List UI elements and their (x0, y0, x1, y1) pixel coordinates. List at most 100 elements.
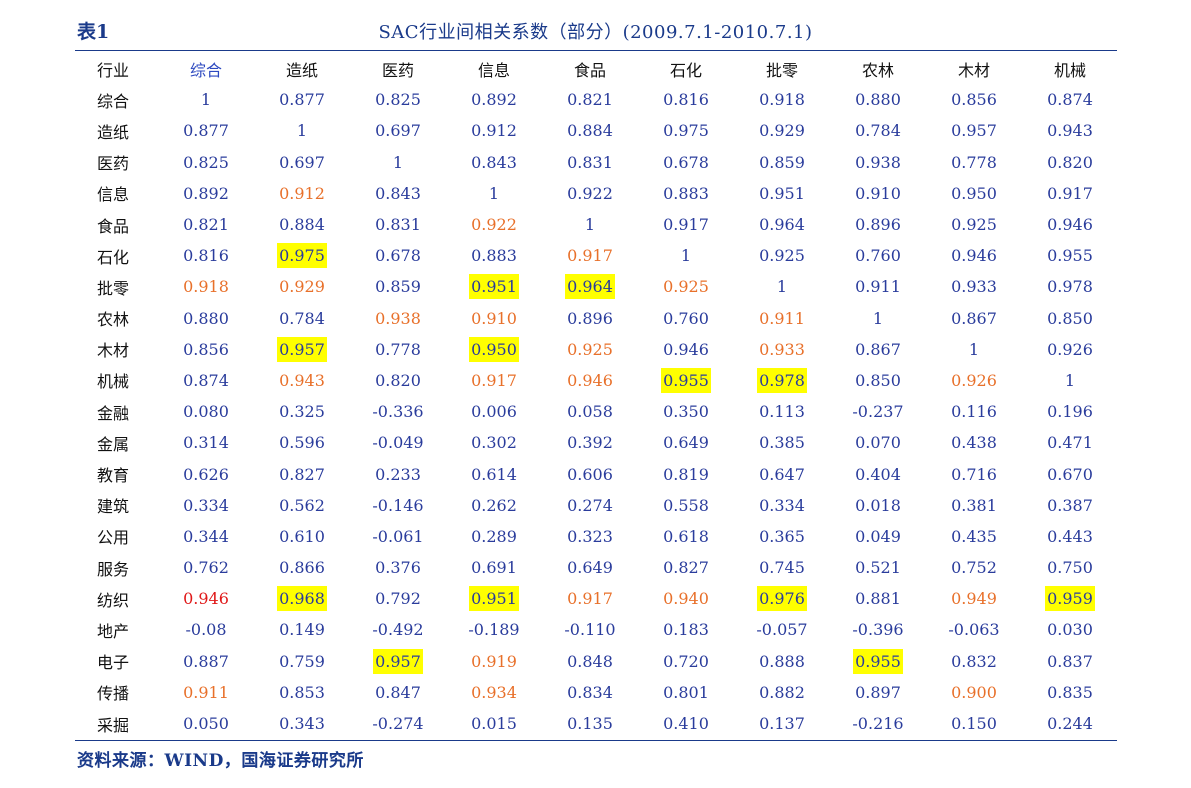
table-cell: 0.856 (158, 334, 254, 365)
cell-value: 0.262 (471, 495, 517, 515)
cell-value: 0.950 (469, 336, 519, 362)
cell-value: 0.911 (855, 277, 901, 297)
cell-value: 0.392 (567, 433, 613, 453)
cell-value: 0.759 (279, 651, 325, 671)
cell-value: 0.670 (1047, 464, 1093, 484)
cell-value: 0.975 (663, 121, 709, 141)
table-cell: 0.943 (1022, 115, 1118, 146)
cell-value: 0.892 (183, 183, 229, 203)
table-cell: 0.233 (350, 458, 446, 489)
table-cell: 0.951 (446, 583, 542, 614)
cell-value: 0.959 (1045, 586, 1095, 612)
row-label: 农林 (96, 310, 129, 330)
table-cell: 0.820 (1022, 147, 1118, 178)
cell-value: 0.762 (183, 558, 229, 578)
table-cell: 0.929 (734, 115, 830, 146)
cell-value: 0.922 (471, 215, 517, 235)
cell-value: 0.955 (1047, 246, 1093, 266)
cell-value: 0.832 (951, 651, 997, 671)
table-cell: 0.784 (830, 115, 926, 146)
table-cell: 0.887 (158, 646, 254, 677)
table-cell: 0.946 (158, 583, 254, 614)
cell-value: 0.917 (663, 215, 709, 235)
table-cell: 0.900 (926, 677, 1022, 708)
table-cell: 0.323 (542, 521, 638, 552)
row-label: 教育 (96, 466, 129, 486)
table-cell: 0.116 (926, 396, 1022, 427)
cell-value: 0.976 (757, 586, 807, 612)
header-cell-mucai: 木材 (957, 60, 990, 80)
table-cell: 0.784 (254, 303, 350, 334)
cell-value: 0.784 (279, 308, 325, 328)
header-cell-nonglin: 农林 (861, 60, 894, 80)
table-cell: 0.976 (734, 583, 830, 614)
cell-value: 0.080 (183, 402, 229, 422)
table-cell: 0.350 (638, 396, 734, 427)
table-cell: 0.925 (734, 240, 830, 271)
table-cell: 0.015 (446, 708, 542, 739)
table-cell: 0.883 (446, 240, 542, 271)
cell-value: 0.882 (759, 682, 805, 702)
cell-value: 0.922 (567, 183, 613, 203)
table-cell: 0.955 (830, 646, 926, 677)
table-cell: 0.759 (254, 646, 350, 677)
table-cell: 0.618 (638, 521, 734, 552)
table-cell: 0.934 (446, 677, 542, 708)
table-cell: 0.334 (734, 490, 830, 521)
table-cell: 0.018 (830, 490, 926, 521)
cell-value: 0.877 (279, 90, 325, 110)
cell-value: 0.926 (1047, 339, 1093, 359)
table-cell: 0.558 (638, 490, 734, 521)
cell-value: 0.919 (471, 651, 517, 671)
row-label: 木材 (96, 341, 129, 361)
cell-value: 0.938 (855, 152, 901, 172)
table-cell: 0.880 (158, 303, 254, 334)
cell-value: 0.438 (951, 433, 997, 453)
table-header: 行业 综合 造纸 医药 信息 食品 石化 批零 农林 木材 机械 (68, 53, 1118, 84)
table-cell: 0.183 (638, 614, 734, 645)
table-cell: 0.867 (830, 334, 926, 365)
header-cell-piling: 批零 (765, 60, 798, 80)
cell-value: 0.929 (279, 277, 325, 297)
source-note: 资料来源：WIND，国海证券研究所 (77, 751, 364, 771)
cell-value: 0.950 (951, 183, 997, 203)
title-row: 表1 SAC行业间相关系数（部分）(2009.7.1-2010.7.1) (0, 0, 1191, 50)
cell-value: 0.883 (471, 246, 517, 266)
table-cell: 0.752 (926, 552, 1022, 583)
cell-value: 0.940 (663, 589, 709, 609)
cell-value: 0.881 (855, 589, 901, 609)
cell-value: 0.410 (663, 714, 709, 734)
table-cell: -0.08 (158, 614, 254, 645)
table-row: 纺织 0.946 0.968 0.792 0.951 0.917 0.940 0.976 0.8… (68, 583, 1118, 614)
cell-value: 0.884 (279, 215, 325, 235)
table-cell: 0.606 (542, 458, 638, 489)
cell-value: 0.964 (565, 274, 615, 300)
cell-value: 1 (776, 277, 788, 297)
table-cell: 0.917 (542, 583, 638, 614)
table-cell: 0.843 (446, 147, 542, 178)
table-cell: 0.951 (446, 271, 542, 302)
table-cell: 0.874 (158, 365, 254, 396)
cell-value: 0.837 (1047, 651, 1093, 671)
table-cell: 0.911 (158, 677, 254, 708)
cell-value: 0.866 (279, 558, 325, 578)
table-cell: -0.061 (350, 521, 446, 552)
table-cell: 0.917 (446, 365, 542, 396)
cell-value: 0.887 (183, 651, 229, 671)
table-cell: 0.760 (830, 240, 926, 271)
cell-value: 0.843 (471, 152, 517, 172)
row-label: 传播 (96, 684, 129, 704)
cell-value: 0.957 (373, 648, 423, 674)
cell-value: 0.113 (759, 402, 805, 422)
cell-value: 0.801 (663, 682, 709, 702)
cell-value: 0.820 (1047, 152, 1093, 172)
table-cell: 0.949 (926, 583, 1022, 614)
cell-value: 0.562 (279, 495, 325, 515)
cell-value: 0.325 (279, 402, 325, 422)
table-cell: 0.848 (542, 646, 638, 677)
table-cell: 0.929 (254, 271, 350, 302)
table-cell: 0.080 (158, 396, 254, 427)
cell-value: 1 (872, 308, 884, 328)
cell-value: 0.918 (183, 277, 229, 297)
cell-value: -0.237 (852, 402, 904, 422)
